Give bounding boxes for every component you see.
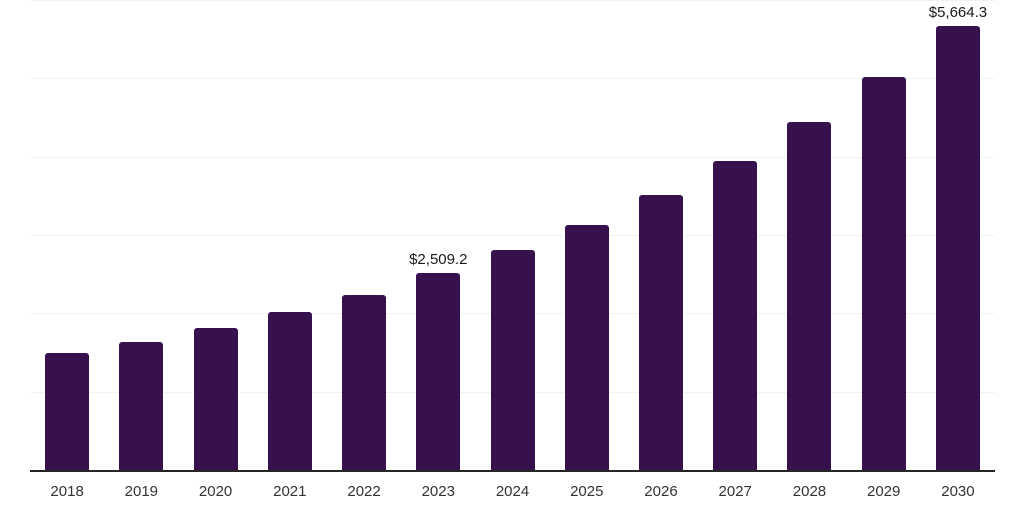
- bar-2018: [45, 353, 90, 470]
- value-label-2023: $2,509.2: [409, 251, 468, 269]
- value-label-2030: $5,664.3: [928, 4, 988, 22]
- bar-slot-2027: [698, 0, 772, 470]
- bar-2030: [935, 26, 980, 470]
- bar-2020: [193, 327, 238, 470]
- bar-slot-2021: [253, 0, 327, 470]
- bar-slot-2018: [30, 0, 104, 470]
- bar-slot-2019: [104, 0, 178, 470]
- x-tick-2022: 2022: [347, 483, 381, 500]
- bar-slot-2022: [327, 0, 401, 470]
- gridline-5000: [30, 78, 995, 80]
- bar-slot-2020: [178, 0, 252, 470]
- bar-2025: [564, 224, 609, 470]
- bar-slot-2024: [475, 0, 549, 470]
- plot-area: $2,509.2 $5,664.3: [30, 0, 995, 472]
- gridline-6000: [30, 0, 995, 1]
- bar-2026: [638, 195, 683, 470]
- bar-2022: [342, 294, 387, 470]
- gridline-3000: [30, 235, 995, 236]
- x-tick-2021: 2021: [273, 483, 307, 500]
- bar-2029: [861, 77, 906, 470]
- x-tick-2026: 2026: [644, 483, 678, 500]
- bar-2019: [119, 341, 164, 470]
- x-tick-2027: 2027: [718, 483, 752, 500]
- x-tick-2029: 2029: [867, 483, 901, 500]
- bar-slot-2030: $5,664.3: [921, 0, 995, 470]
- x-axis-labels: 2018 2019 2020 2021 2022 2023 2024 2025 2026 2027…: [30, 483, 995, 500]
- bars-row: $2,509.2 $5,664.3: [30, 0, 995, 470]
- x-tick-2028: 2028: [792, 483, 827, 500]
- bar-2023: [416, 273, 461, 470]
- x-tick-2018: 2018: [50, 483, 84, 500]
- x-tick-2023: 2023: [421, 483, 455, 500]
- x-tick-2024: 2024: [495, 483, 530, 500]
- bar-2021: [267, 312, 312, 470]
- bar-2028: [787, 121, 832, 470]
- bar-slot-2025: [550, 0, 624, 470]
- x-tick-2019: 2019: [124, 483, 159, 500]
- bar-2027: [713, 160, 758, 470]
- bar-slot-2028: [772, 0, 846, 470]
- bar-slot-2029: [847, 0, 921, 470]
- bar-slot-2026: [624, 0, 698, 470]
- x-tick-2025: 2025: [570, 483, 604, 500]
- bar-2024: [490, 249, 535, 470]
- gridline-4000: [30, 156, 995, 158]
- x-tick-2030: 2030: [941, 483, 975, 500]
- x-tick-2020: 2020: [198, 483, 233, 500]
- bar-slot-2023: $2,509.2: [401, 0, 475, 470]
